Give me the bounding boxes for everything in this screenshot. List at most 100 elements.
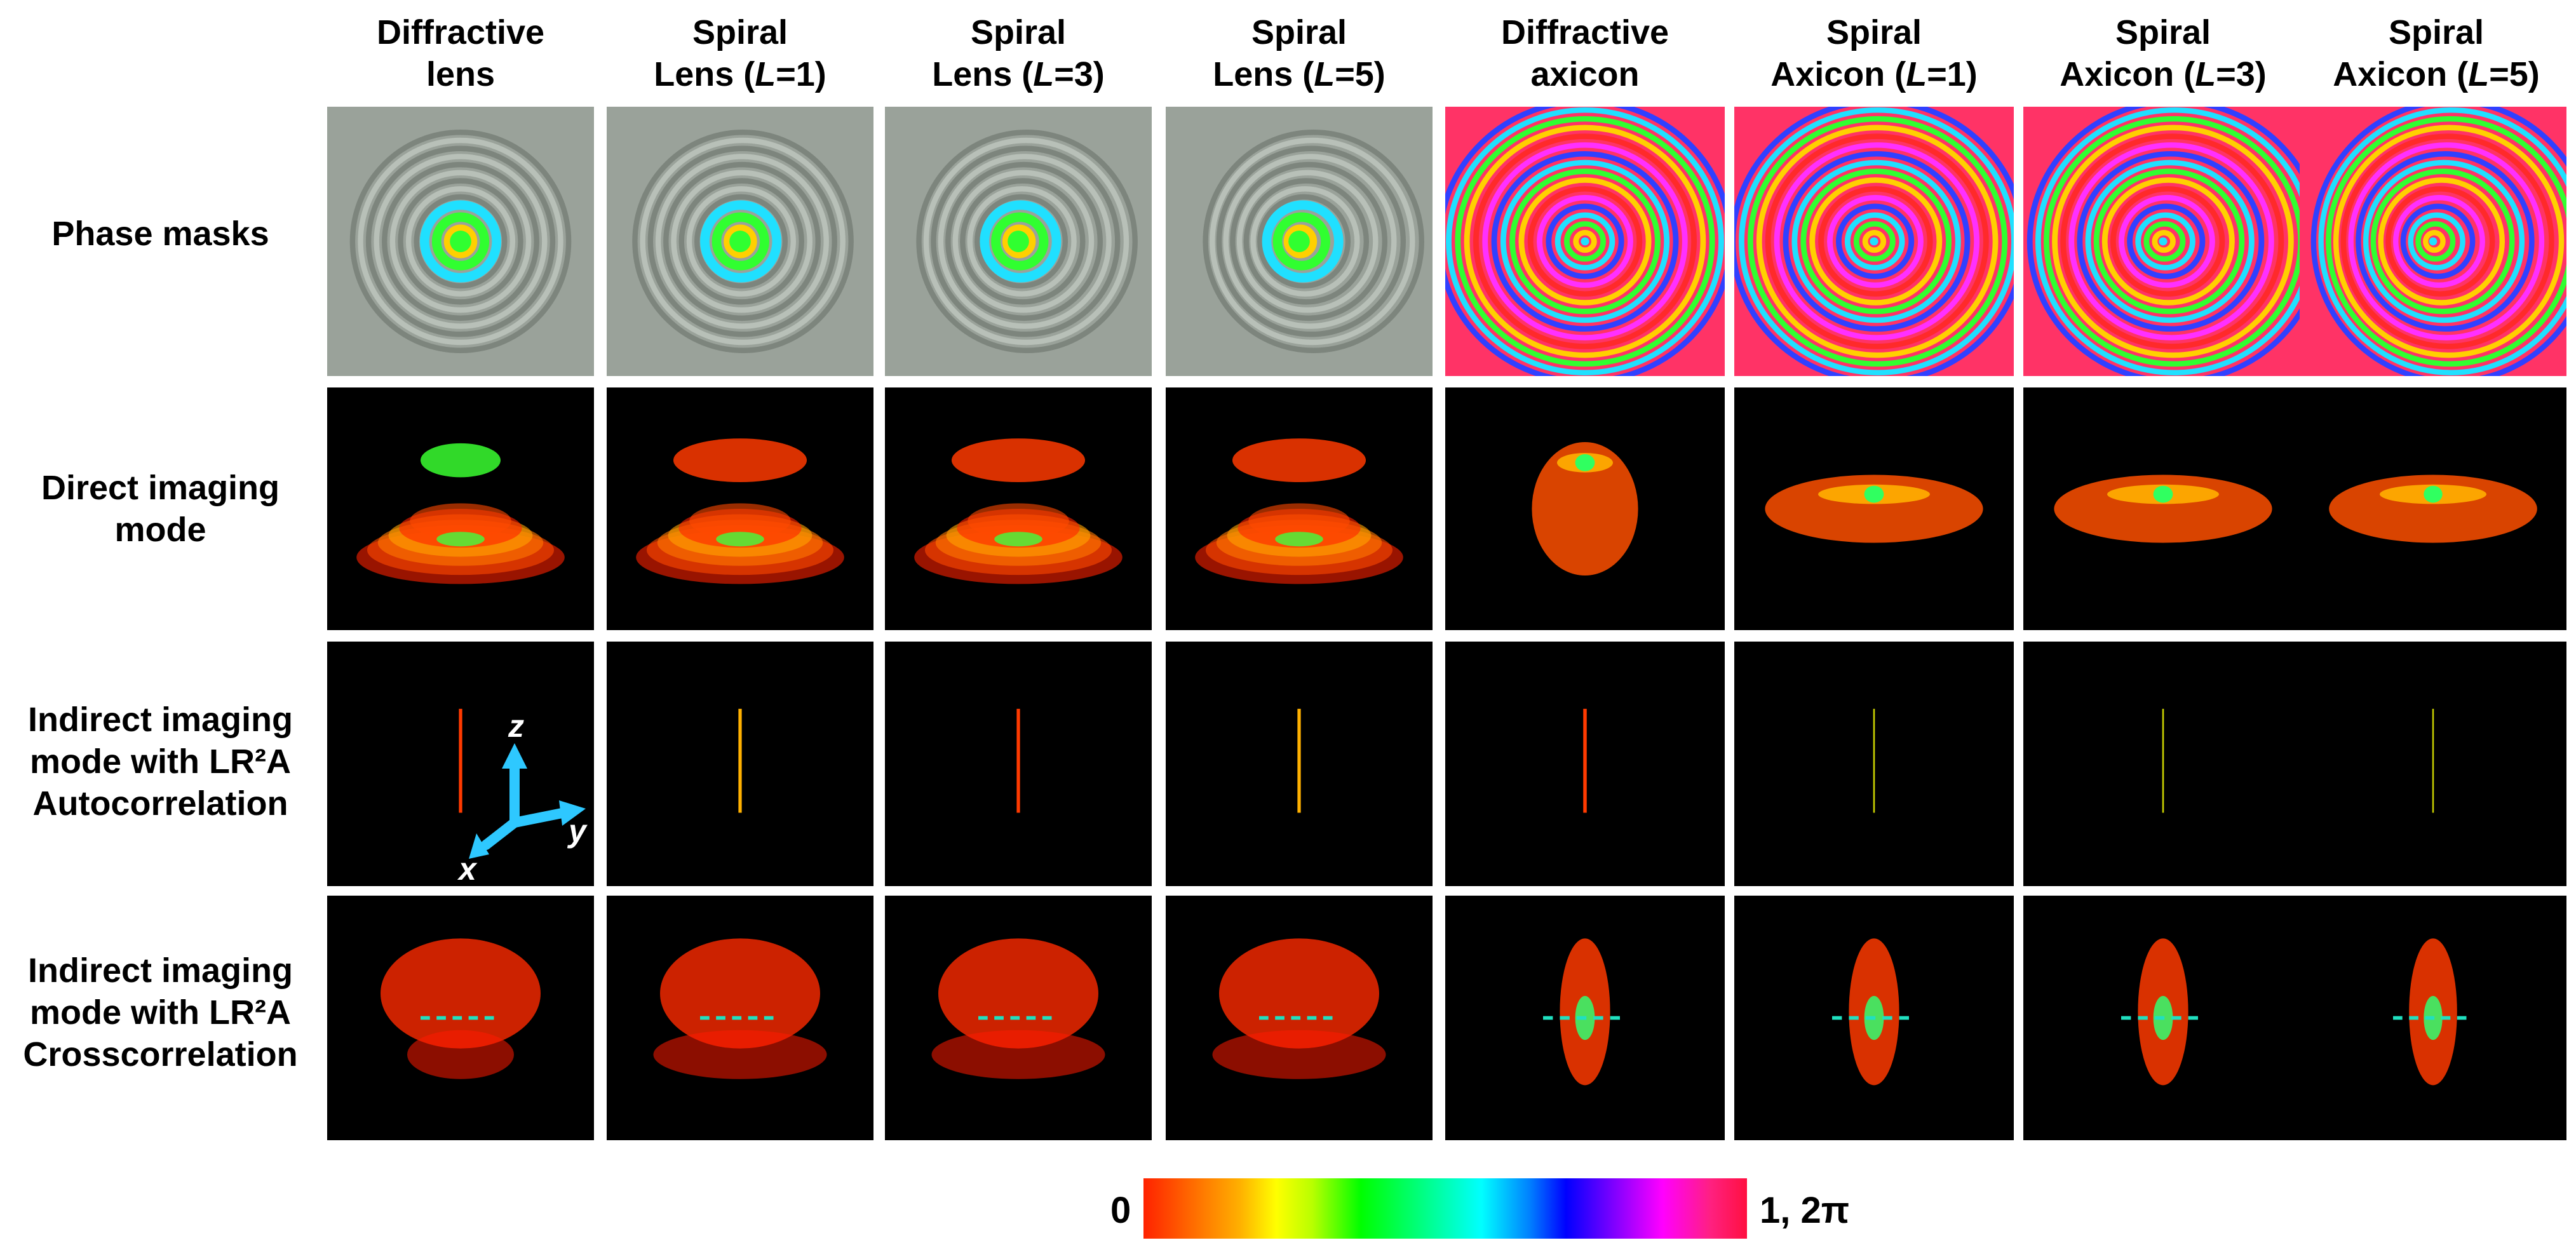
phase-mask-tile <box>2023 107 2303 376</box>
direct-imaging-tile <box>607 387 873 630</box>
autocorrelation-image <box>459 708 462 813</box>
direct-imaging-image <box>2054 475 2272 543</box>
column-header-line2: Axicon ( <box>2333 55 2469 93</box>
column-header: Diffractive lens <box>327 11 594 107</box>
column-header-line2: Axicon ( <box>2060 55 2195 93</box>
crosscorrelation-tile <box>2023 896 2303 1140</box>
column-header-line2: Axicon ( <box>1770 55 1906 93</box>
row-label-direct-imaging: Direct imaging mode <box>41 469 280 549</box>
autocorrelation-image <box>1583 708 1587 813</box>
phase-mask-image <box>1734 107 2014 376</box>
column-header-line1: Spiral <box>1251 13 1347 51</box>
phase-mask-tile <box>1166 107 1433 376</box>
column-header-line2: Lens ( <box>654 55 755 93</box>
crosscorrelation-tile <box>327 896 594 1140</box>
column-header-line2: Lens ( <box>1213 55 1314 93</box>
autocorrelation-tile <box>885 642 1152 886</box>
phase-mask-tile <box>1734 107 2014 376</box>
phase-mask-image <box>327 107 594 376</box>
column-header: Spiral Axicon (L=5) <box>2296 11 2576 107</box>
phase-mask-image <box>885 107 1152 376</box>
column-header-line1: Spiral <box>1826 13 1922 51</box>
phase-mask-tile <box>2300 107 2566 376</box>
direct-imaging-image <box>1532 441 1638 576</box>
autocorrelation-tile <box>607 642 873 886</box>
column-header-line2: Lens ( <box>932 55 1034 93</box>
direct-imaging-image <box>1195 438 1403 584</box>
phase-mask-image <box>607 107 873 376</box>
direct-imaging-tile <box>1445 387 1725 630</box>
crosscorrelation-image <box>653 938 827 1079</box>
column-header: Diffractive axicon <box>1445 11 1725 107</box>
direct-imaging-image <box>914 438 1123 584</box>
column-header-line1: Spiral <box>2115 13 2211 51</box>
crosscorrelation-tile <box>1166 896 1433 1140</box>
row-label-phase-masks: Phase masks <box>51 215 269 253</box>
column-header-line1: Spiral <box>692 13 788 51</box>
phase-mask-image <box>2023 107 2303 376</box>
autocorrelation-tile <box>2300 642 2566 886</box>
autocorrelation-image <box>2432 708 2434 813</box>
crosscorrelation-tile <box>607 896 873 1140</box>
column-header-line1: Diffractive <box>376 13 545 51</box>
phase-mask-image <box>1445 107 1725 376</box>
column-header: Spiral Lens (L=3) <box>885 11 1152 107</box>
colorbar <box>1143 1178 1747 1239</box>
axis-label-y: y <box>567 813 588 849</box>
autocorrelation-image <box>1873 708 1875 813</box>
colorbar-max-label: 1, 2π <box>1760 1190 1850 1231</box>
direct-imaging-tile <box>885 387 1152 630</box>
crosscorrelation-image <box>381 938 541 1079</box>
crosscorrelation-image <box>1543 938 1627 1086</box>
direct-imaging-image <box>636 438 844 584</box>
autocorrelation-tile <box>1166 642 1433 886</box>
direct-imaging-tile <box>2300 387 2566 630</box>
column-header: Spiral Lens (L=1) <box>607 11 873 107</box>
crosscorrelation-tile <box>1445 896 1725 1140</box>
xyz-axes-icon: z y x <box>457 708 588 887</box>
autocorrelation-tile <box>1445 642 1725 886</box>
crosscorrelation-image <box>1832 938 1916 1086</box>
axis-indicator: z y x <box>445 708 610 887</box>
column-header-line2: axicon <box>1530 55 1640 93</box>
direct-imaging-tile <box>1166 387 1433 630</box>
phase-mask-tile <box>607 107 873 376</box>
autocorrelation-tile <box>327 642 594 886</box>
colorbar-min-label: 0 <box>1110 1190 1131 1231</box>
crosscorrelation-tile <box>2300 896 2566 1140</box>
crosscorrelation-image <box>2121 938 2205 1086</box>
column-header: Spiral Lens (L=5) <box>1166 11 1433 107</box>
autocorrelation-tile <box>1734 642 2014 886</box>
phase-mask-image <box>2300 107 2566 376</box>
axis-label-x: x <box>457 851 478 883</box>
column-header: Spiral Axicon (L=1) <box>1734 11 2014 107</box>
column-header-line1: Diffractive <box>1500 13 1669 51</box>
phase-mask-tile <box>327 107 594 376</box>
crosscorrelation-image <box>931 938 1105 1079</box>
autocorrelation-tile <box>2023 642 2303 886</box>
crosscorrelation-tile <box>1734 896 2014 1140</box>
column-header-line1: Spiral <box>970 13 1067 51</box>
row-label-autocorrelation: Indirect imaging mode with LR²A Autocorr… <box>27 701 293 823</box>
column-header: Spiral Axicon (L=3) <box>2023 11 2303 107</box>
autocorrelation-image <box>1297 708 1301 813</box>
direct-imaging-tile <box>327 387 594 630</box>
row-label-crosscorrelation: Indirect imaging mode with LR²A Crosscor… <box>23 952 298 1074</box>
direct-imaging-image <box>2329 475 2537 543</box>
autocorrelation-image <box>1016 708 1020 813</box>
phase-mask-tile <box>1445 107 1725 376</box>
column-header-line2: lens <box>426 55 496 93</box>
crosscorrelation-image <box>2393 938 2473 1086</box>
phase-mask-image <box>1166 107 1433 376</box>
crosscorrelation-image <box>1212 938 1386 1079</box>
direct-imaging-image <box>1765 475 1983 543</box>
direct-imaging-tile <box>2023 387 2303 630</box>
crosscorrelation-tile <box>885 896 1152 1140</box>
direct-imaging-tile <box>1734 387 2014 630</box>
axis-label-z: z <box>508 718 524 744</box>
direct-imaging-image <box>356 443 565 584</box>
autocorrelation-image <box>2162 708 2164 813</box>
phase-mask-tile <box>885 107 1152 376</box>
autocorrelation-image <box>738 708 742 813</box>
column-header-line1: Spiral <box>2388 13 2485 51</box>
